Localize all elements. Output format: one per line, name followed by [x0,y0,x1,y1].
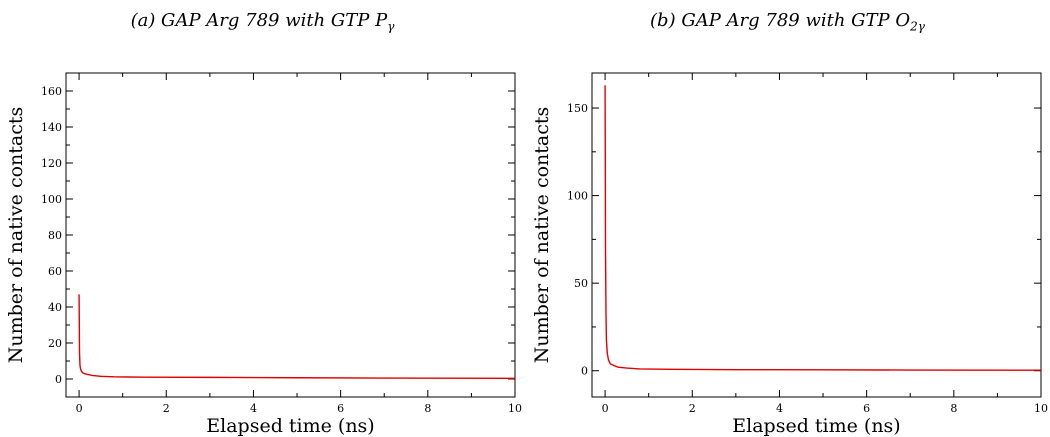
x-tick-label: 4 [250,402,257,415]
x-tick-label: 2 [689,402,696,415]
y-tick-label: 140 [41,121,62,134]
chart-title-subscript-a: γ [387,19,395,34]
y-tick-label: 100 [41,193,62,206]
x-tick-label: 4 [776,402,783,415]
series-line [78,294,516,379]
series-line [604,85,1042,371]
x-tick-label: 2 [163,402,170,415]
y-tick-label: 20 [48,337,62,350]
y-tick-label: 60 [48,265,62,278]
x-tick-label: 8 [950,402,957,415]
plot-frame [65,72,516,398]
chart-title-main-b: (b) GAP Arg 789 with GTP O [650,10,911,31]
x-axis-label: Elapsed time (ns) [206,415,374,437]
x-tick-label: 10 [1034,402,1048,415]
y-tick-label: 0 [55,373,62,386]
y-tick-label: 160 [41,85,62,98]
chart-panel-a: (a) GAP Arg 789 with GTP Pγ 0 2 4 6 8 10 0 20 40… [0,10,525,437]
x-tick-label: 6 [863,402,870,415]
x-tick-label: 10 [508,402,522,415]
y-axis-label: Number of native contacts [5,107,27,364]
x-tick-label: 0 [602,402,609,415]
chart-panel-b: (b) GAP Arg 789 with GTP O2γ 0 2 4 6 8 10 0 50 1… [525,0,1050,437]
chart-title-b: (b) GAP Arg 789 with GTP O2γ [525,10,1050,34]
y-tick-label: 150 [567,102,588,115]
chart-title-main-a: (a) GAP Arg 789 with GTP P [130,10,388,31]
y-tick-label: 100 [567,190,588,203]
chart-title-a: (a) GAP Arg 789 with GTP Pγ [0,10,525,34]
y-tick-label: 50 [574,277,588,290]
y-tick-label: 80 [48,229,62,242]
chart-title-subscript-b: 2γ [910,19,925,34]
x-tick-label: 6 [337,402,344,415]
y-axis-label: Number of native contacts [531,107,553,364]
x-axis-label: Elapsed time (ns) [732,415,900,437]
y-tick-label: 40 [48,301,62,314]
plot-frame [591,72,1042,398]
y-tick-label: 0 [581,365,588,378]
x-tick-label: 8 [424,402,431,415]
y-tick-label: 120 [41,157,62,170]
x-tick-label: 0 [76,402,83,415]
